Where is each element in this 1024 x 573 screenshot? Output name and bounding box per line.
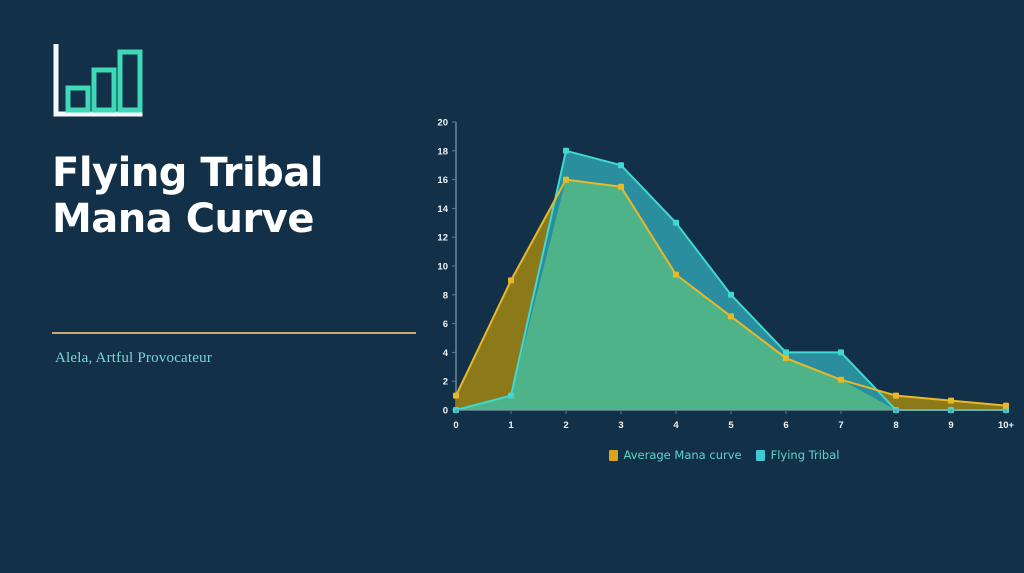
- area-fills: [456, 150, 1006, 411]
- subtitle: Alela, Artful Provocateur: [55, 350, 213, 366]
- y-axis-tick-label: 12: [437, 233, 448, 244]
- page-title: Flying Tribal Mana Curve: [52, 150, 412, 242]
- data-point-average-mana-curve: [893, 392, 899, 399]
- data-point-flying-tribal: [838, 349, 844, 356]
- data-point-flying-tribal: [673, 219, 679, 226]
- y-axis-tick-label: 20: [437, 118, 448, 129]
- title-line-1: Flying Tribal: [52, 150, 324, 196]
- x-axis-tick-label: 7: [838, 420, 843, 431]
- y-axis-tick-label: 2: [443, 377, 448, 388]
- y-axis-tick-label: 14: [437, 204, 448, 215]
- x-axis-tick-label: 3: [618, 420, 623, 431]
- data-point-average-mana-curve: [673, 271, 679, 278]
- y-axis-tick-label: 4: [443, 348, 449, 359]
- mana-curve-chart: 0 2 4 6 8 10 12 14 16 18 20 0 1 2 3 4 5 6 7 8 9 10+: [424, 110, 1024, 480]
- divider: [52, 332, 416, 334]
- data-point-average-mana-curve: [1003, 402, 1009, 409]
- legend-swatch-average: [608, 449, 618, 461]
- y-axis-tick-label: 6: [443, 319, 448, 330]
- x-axis: 0 1 2 3 4 5 6 7 8 9 10+: [453, 409, 1015, 431]
- area-fill-overlap: [456, 179, 1006, 410]
- data-point-flying-tribal: [563, 147, 569, 154]
- data-point-average-mana-curve: [948, 397, 954, 404]
- data-point-flying-tribal: [508, 392, 514, 399]
- legend-label-average: Average Mana curve: [623, 448, 742, 462]
- data-point-average-mana-curve: [508, 277, 514, 284]
- x-axis-tick-label: 0: [453, 420, 458, 431]
- data-point-average-mana-curve: [618, 183, 624, 190]
- data-point-average-mana-curve: [783, 355, 789, 362]
- legend-swatch-flying-tribal: [755, 449, 765, 461]
- y-axis-tick-label: 18: [437, 146, 448, 157]
- data-point-markers: [453, 147, 1009, 413]
- data-point-average-mana-curve: [563, 176, 569, 183]
- x-axis-tick-label: 8: [893, 420, 898, 431]
- data-point-average-mana-curve: [453, 392, 459, 399]
- x-axis-tick-label: 2: [563, 420, 568, 431]
- title-panel: Flying Tribal Mana Curve Alela, Artful P…: [0, 0, 430, 573]
- y-axis-tick-label: 0: [443, 406, 448, 417]
- legend-item-flying-tribal[interactable]: Flying Tribal: [755, 448, 840, 462]
- legend-label-flying-tribal: Flying Tribal: [770, 448, 840, 462]
- chart-legend: Average Mana curve Flying Tribal: [424, 448, 1024, 462]
- y-axis: 0 2 4 6 8 10 12 14 16 18 20: [437, 118, 457, 417]
- x-axis-tick-label: 10+: [998, 420, 1015, 431]
- x-axis-tick-label: 5: [728, 420, 734, 431]
- y-axis-tick-label: 10: [437, 262, 448, 273]
- data-point-flying-tribal: [728, 291, 734, 298]
- data-point-average-mana-curve: [728, 313, 734, 320]
- x-axis-tick-label: 9: [948, 420, 953, 431]
- y-axis-tick-label: 8: [443, 290, 448, 301]
- x-axis-tick-label: 6: [783, 420, 788, 431]
- data-point-flying-tribal: [618, 162, 624, 169]
- title-line-2: Mana Curve: [52, 196, 314, 242]
- legend-item-average-mana-curve[interactable]: Average Mana curve: [608, 448, 742, 462]
- y-axis-tick-label: 16: [437, 175, 448, 186]
- data-point-average-mana-curve: [838, 376, 844, 383]
- x-axis-tick-label: 4: [673, 420, 679, 431]
- data-point-flying-tribal: [783, 349, 789, 356]
- bar-chart-icon: [52, 43, 144, 122]
- x-axis-tick-label: 1: [508, 420, 514, 431]
